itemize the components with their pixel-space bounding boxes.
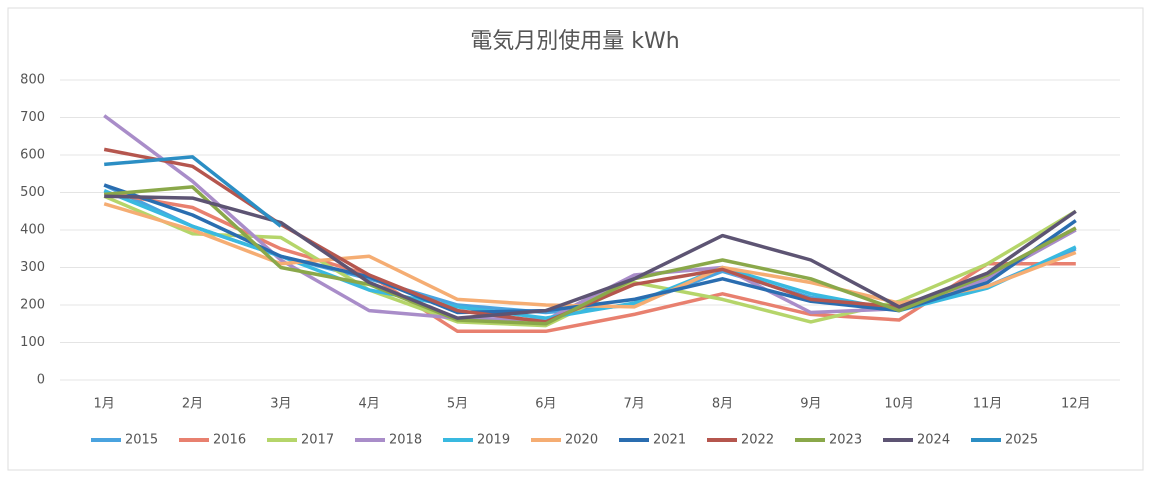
y-tick-label: 0 [37, 373, 45, 388]
series-line [104, 155, 282, 228]
x-tick-label: 7月 [624, 397, 645, 412]
y-tick-label: 300 [20, 260, 45, 275]
chart-frame [7, 7, 1144, 471]
y-tick-label: 600 [20, 148, 45, 163]
x-tick-label: 12月 [1061, 397, 1091, 412]
y-tick-label: 100 [20, 335, 45, 350]
legend-label: 2025 [1005, 433, 1038, 448]
legend-label: 2017 [301, 433, 334, 448]
legend-label: 2021 [653, 433, 686, 448]
x-tick-label: 4月 [359, 397, 380, 412]
chart-title: 電気月別使用量 kWh [470, 29, 679, 54]
x-tick-label: 5月 [447, 397, 468, 412]
y-tick-label: 200 [20, 298, 45, 313]
x-tick-label: 10月 [884, 397, 914, 412]
y-tick-label: 700 [20, 110, 45, 125]
legend-label: 2023 [829, 433, 862, 448]
series-line [104, 194, 1077, 320]
legend-label: 2015 [125, 433, 158, 448]
x-tick-label: 2月 [182, 397, 203, 412]
x-tick-label: 11月 [973, 397, 1003, 412]
x-tick-label: 1月 [94, 397, 115, 412]
y-tick-label: 500 [20, 185, 45, 200]
x-tick-label: 3月 [270, 397, 291, 412]
x-tick-label: 8月 [712, 397, 733, 412]
legend-label: 2020 [565, 433, 598, 448]
series-line [103, 190, 1076, 334]
legend-label: 2024 [917, 433, 950, 448]
y-tick-label: 800 [20, 73, 45, 88]
series-line [104, 185, 1077, 326]
y-tick-label: 400 [20, 223, 45, 238]
legend-label: 2022 [741, 433, 774, 448]
legend-label: 2019 [477, 433, 510, 448]
legend-label: 2018 [389, 433, 422, 448]
x-tick-label: 9月 [800, 397, 821, 412]
x-tick-label: 6月 [535, 397, 556, 412]
legend-label: 2016 [213, 433, 246, 448]
